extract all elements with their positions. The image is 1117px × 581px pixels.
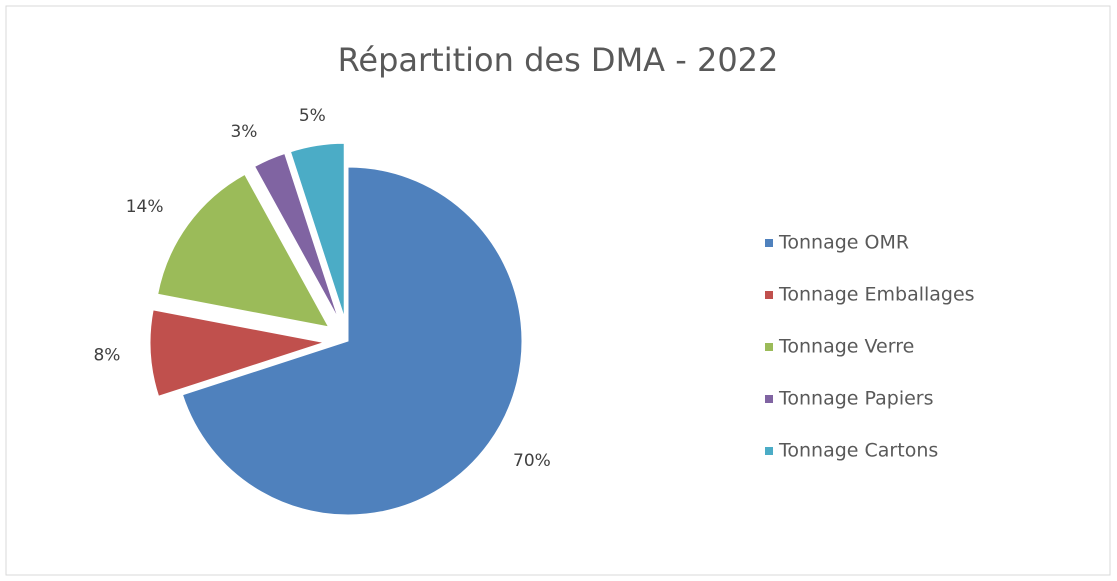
- legend-label: Tonnage Emballages: [778, 284, 975, 306]
- data-label: 3%: [230, 122, 257, 142]
- legend-label: Tonnage Cartons: [778, 440, 938, 462]
- legend-label: Tonnage Verre: [778, 336, 914, 358]
- legend-label: Tonnage Papiers: [778, 388, 934, 410]
- pie-slice: [157, 173, 330, 328]
- legend-swatch: [765, 239, 773, 247]
- data-label: 14%: [126, 197, 164, 217]
- legend-swatch: [765, 395, 773, 403]
- pie-slice: [289, 142, 345, 318]
- legend-swatch: [765, 447, 773, 455]
- data-label: 5%: [299, 106, 326, 126]
- pie-slice: [253, 152, 339, 320]
- chart-title: Répartition des DMA - 2022: [338, 41, 779, 79]
- data-label: 70%: [513, 451, 551, 471]
- pie-slice: [181, 166, 523, 516]
- legend-swatch: [765, 343, 773, 351]
- legend-swatch: [765, 291, 773, 299]
- data-label: 8%: [93, 345, 120, 365]
- legend-label: Tonnage OMR: [778, 232, 909, 254]
- pie-slice: [149, 309, 325, 397]
